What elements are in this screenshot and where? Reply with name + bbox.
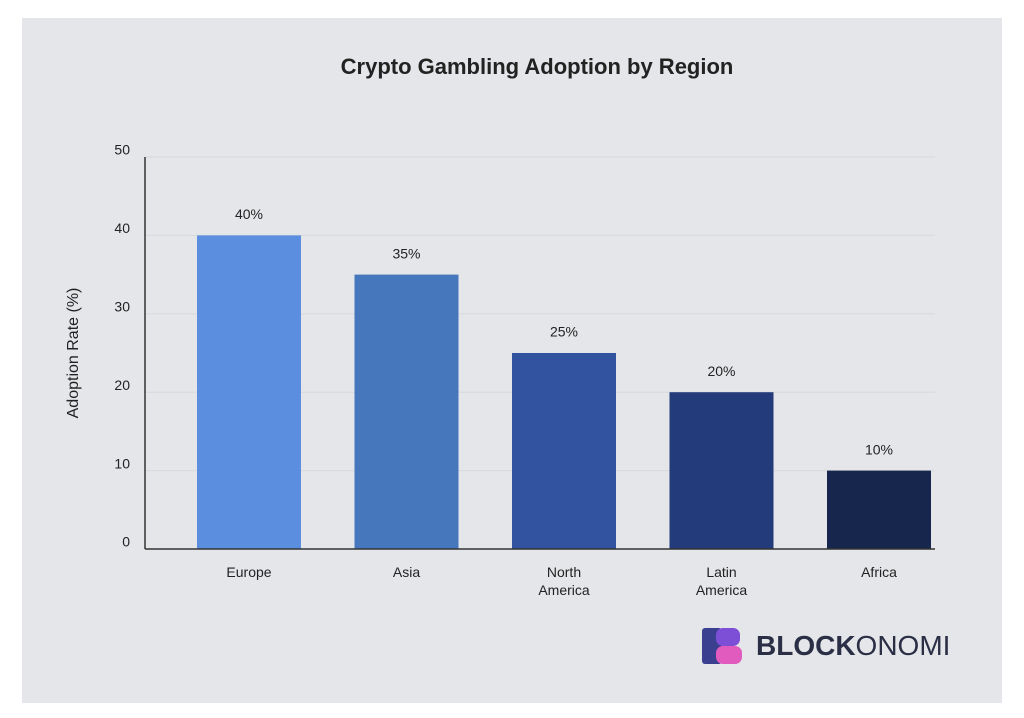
x-tick-label: Europe (226, 564, 272, 580)
bar (669, 392, 774, 549)
chart-title: Crypto Gambling Adoption by Region (341, 54, 734, 79)
data-label: 35% (392, 245, 420, 261)
data-label: 10% (865, 441, 893, 457)
data-label: 40% (235, 206, 263, 222)
logo-light: ONOMI (856, 630, 951, 661)
x-tick-label: Asia (392, 564, 421, 580)
logo-icon (716, 646, 742, 664)
y-tick-label: 20 (114, 377, 130, 393)
x-tick-label: North America (538, 564, 590, 598)
logo-icon (716, 628, 740, 646)
data-label: 25% (550, 324, 578, 340)
y-tick-label: 10 (114, 455, 130, 471)
logo-bold: BLOCK (756, 630, 856, 661)
y-axis-label: Adoption Rate (%) (65, 288, 82, 419)
y-tick-label: 40 (114, 220, 130, 236)
x-tick-label: Africa (861, 564, 897, 580)
y-tick-label: 30 (114, 299, 130, 315)
y-tick-label: 0 (122, 534, 130, 550)
data-label: 20% (707, 363, 735, 379)
bar (827, 470, 931, 549)
bar (354, 274, 459, 549)
bar (512, 353, 616, 549)
logo: BLOCKONOMI (702, 628, 950, 664)
logo-text: BLOCKONOMI (756, 630, 950, 661)
bar (197, 235, 301, 549)
x-tick-label: Latin America (695, 564, 748, 598)
y-tick-label: 50 (114, 142, 130, 158)
